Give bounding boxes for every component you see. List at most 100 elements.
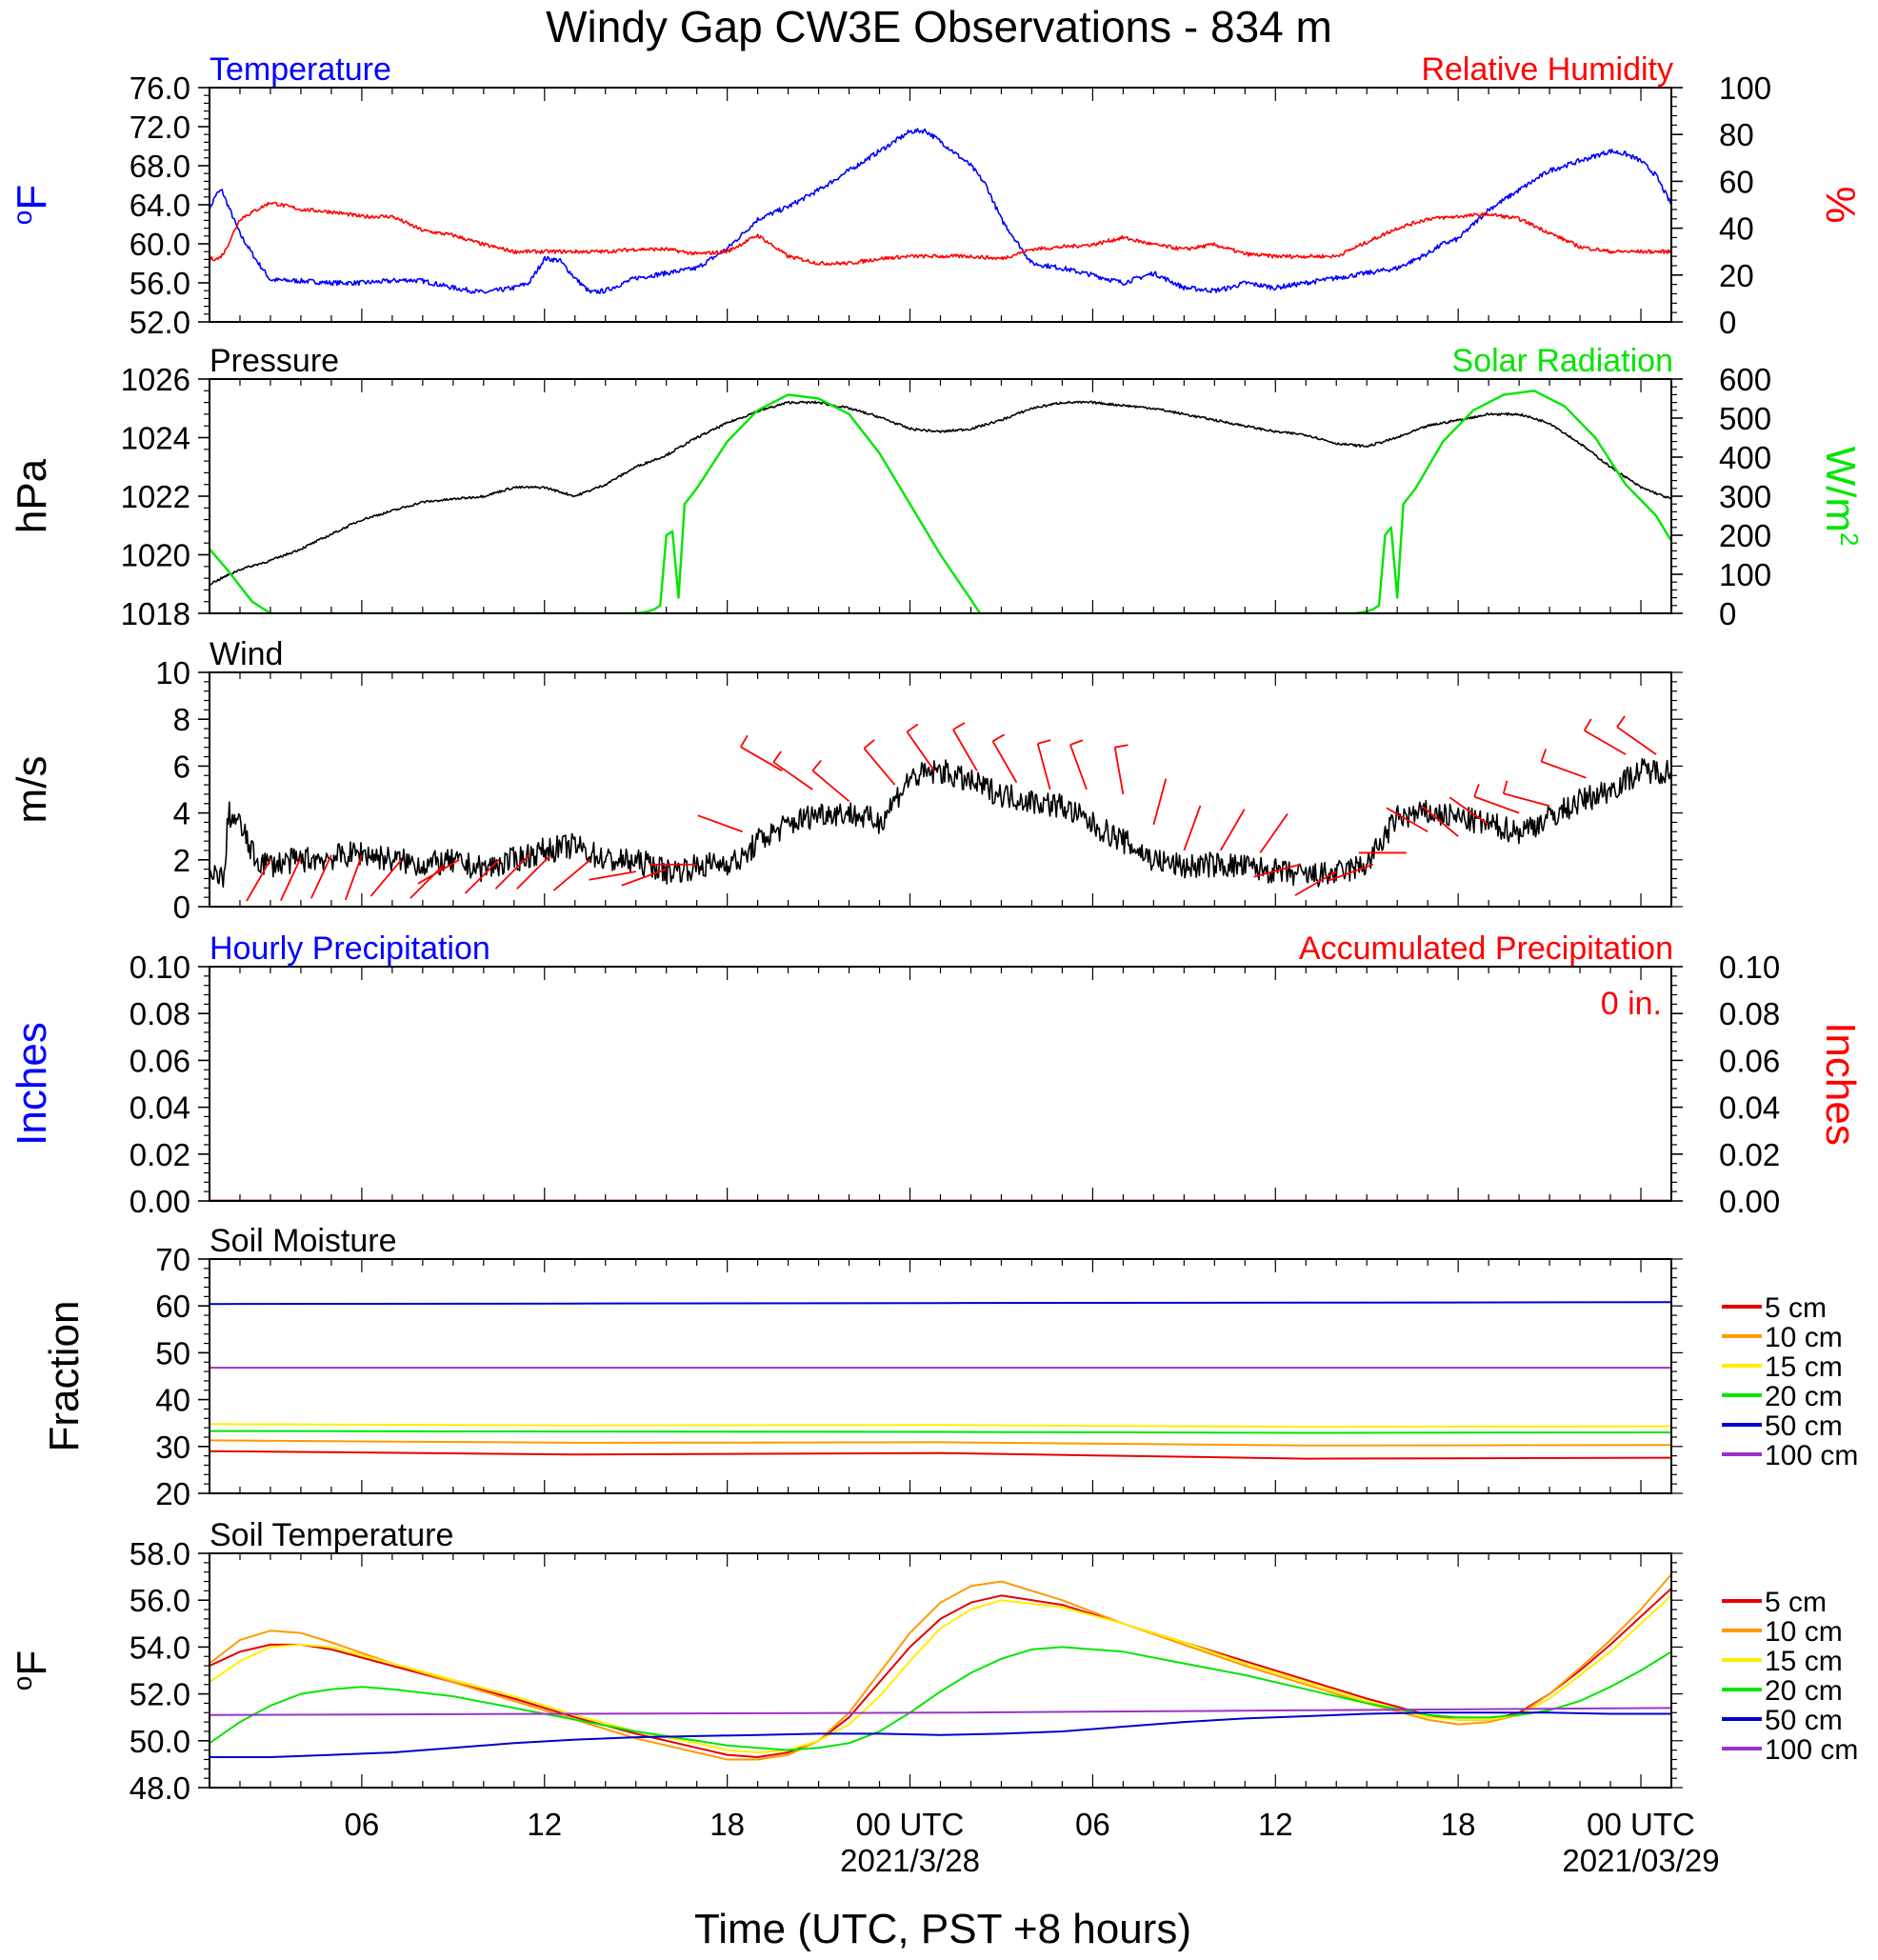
series-pressure bbox=[210, 400, 1671, 586]
wind-barb-shaft bbox=[1113, 747, 1125, 795]
wind-barb-shaft bbox=[1253, 863, 1301, 878]
left-unit-label: hPa bbox=[9, 458, 55, 533]
y2-tick-label: 500 bbox=[1719, 401, 1771, 436]
x-ticks bbox=[209, 88, 1672, 322]
wind-barb-flag bbox=[1114, 744, 1129, 749]
series-group bbox=[210, 757, 1671, 889]
wind-barb-flag bbox=[952, 722, 966, 730]
wind-barb-flag bbox=[1037, 739, 1051, 745]
series-wind-speed bbox=[210, 757, 1671, 889]
legend-label: 20 cm bbox=[1765, 1675, 1843, 1707]
y-tick-label: 50.0 bbox=[130, 1724, 190, 1759]
series-temperature bbox=[210, 128, 1671, 294]
y-tick-label: 0.10 bbox=[130, 950, 190, 985]
wind-barb-shaft bbox=[863, 748, 896, 786]
legend-label: 10 cm bbox=[1765, 1616, 1843, 1648]
y-tick-label: 4 bbox=[173, 796, 190, 831]
x-tick-label: 06 bbox=[1075, 1807, 1110, 1842]
series-50-cm bbox=[210, 1301, 1671, 1306]
series-50-cm bbox=[210, 1711, 1671, 1758]
wind-barb-shaft bbox=[1294, 870, 1337, 896]
x-tick-label: 12 bbox=[1258, 1807, 1293, 1842]
panel-precip: 0.00 0.02 0.04 0.06 0.08 0.10 0.00 0.02 0.04 0.06… bbox=[9, 930, 1864, 1219]
wind-barb-shaft bbox=[906, 730, 935, 771]
y-ticks-left: 48.0 50.0 52.0 54.0 56.0 58.0 bbox=[130, 1536, 210, 1806]
y-tick-label: 72.0 bbox=[130, 110, 190, 145]
series-10-cm bbox=[210, 1439, 1671, 1447]
wind-barb-flag bbox=[1583, 718, 1592, 731]
panel-temp_rh: 52.0 56.0 60.0 64.0 68.0 72.0 76.0 0 20 40 60 80 100… bbox=[8, 51, 1865, 340]
wind-barb-shaft bbox=[1503, 792, 1550, 808]
panel-left-title: Hourly Precipitation bbox=[210, 930, 490, 967]
precip-annotation: 0 in. bbox=[1601, 986, 1662, 1022]
wind-barbs bbox=[246, 715, 1657, 902]
wind-barb-flag bbox=[1616, 715, 1626, 728]
y-ticks-left: 20 30 40 50 60 70 bbox=[155, 1242, 210, 1511]
panel-right-title: Accumulated Precipitation bbox=[1299, 930, 1673, 967]
legend-label: 15 cm bbox=[1765, 1351, 1843, 1383]
y-tick-label: 0.00 bbox=[130, 1184, 190, 1219]
wind-barb-shaft bbox=[279, 856, 302, 902]
y-tick-label: 52.0 bbox=[130, 305, 190, 340]
y-ticks-right bbox=[1671, 1552, 1683, 1789]
y-tick-label: 30 bbox=[155, 1430, 190, 1465]
x-ticks bbox=[209, 1259, 1672, 1493]
wind-barb-shaft bbox=[811, 770, 850, 802]
wind-barb-shaft bbox=[344, 854, 363, 901]
wind-barb-shaft bbox=[516, 854, 551, 890]
y-ticks-right bbox=[1671, 1258, 1683, 1494]
series-20-cm bbox=[210, 1646, 1671, 1751]
y2-tick-label: 40 bbox=[1719, 211, 1754, 247]
left-unit-label: Inches bbox=[9, 1022, 55, 1146]
y2-tick-label: 400 bbox=[1719, 440, 1771, 475]
y-tick-label: 70 bbox=[155, 1242, 190, 1277]
wind-barb-flag bbox=[863, 739, 875, 750]
y-ticks-right: 0 20 40 60 80 100 bbox=[1671, 70, 1771, 340]
y-tick-label: 2 bbox=[173, 843, 190, 878]
y-tick-label: 1024 bbox=[121, 421, 190, 456]
wind-barb-shaft bbox=[1473, 795, 1520, 814]
wind-barb-shaft bbox=[1069, 744, 1088, 790]
y-tick-label: 50 bbox=[155, 1335, 190, 1370]
wind-barb-shaft bbox=[1386, 807, 1428, 833]
wind-barb-shaft bbox=[464, 859, 500, 894]
wind-barb-shaft bbox=[494, 854, 530, 890]
y-ticks-left: 1018 1020 1022 1024 1026 bbox=[121, 362, 210, 631]
degree-symbol: o bbox=[8, 210, 37, 226]
wind-barb-shaft bbox=[417, 859, 460, 885]
wind-barb-shaft bbox=[697, 814, 743, 833]
wind-barb-shaft bbox=[991, 740, 1018, 784]
series-solar-radiation bbox=[210, 390, 1671, 614]
series-15-cm bbox=[210, 1423, 1671, 1429]
wind-barb-shaft bbox=[1616, 726, 1657, 755]
y2-tick-label: 60 bbox=[1719, 164, 1754, 199]
wind-barb-shaft bbox=[1219, 809, 1246, 851]
series-group bbox=[210, 128, 1671, 294]
series-100-cm bbox=[210, 1707, 1671, 1716]
panel-soil_temp: 48.0 50.0 52.0 54.0 56.0 58.0 Soil Temperature… bbox=[8, 1517, 1859, 1806]
wind-barb-shaft bbox=[952, 729, 978, 771]
y-tick-label: 1018 bbox=[121, 596, 190, 631]
left-unit-label: Fraction bbox=[41, 1301, 88, 1452]
left-unit-label: m/s bbox=[9, 756, 55, 824]
wind-barb-flag bbox=[1069, 739, 1084, 746]
x-tick-label: 12 bbox=[527, 1807, 562, 1842]
series-15-cm bbox=[210, 1594, 1671, 1754]
x-ticks bbox=[209, 672, 1672, 907]
panel-frame bbox=[209, 87, 1672, 323]
y2-tick-label: 300 bbox=[1719, 479, 1771, 514]
y-tick-label: 56.0 bbox=[130, 1583, 190, 1618]
y2-tick-label: 0.06 bbox=[1719, 1043, 1780, 1078]
y-tick-label: 20 bbox=[155, 1476, 190, 1511]
wind-barb-shaft bbox=[740, 746, 783, 772]
wind-barb-shaft bbox=[370, 859, 403, 897]
y2-tick-label: 0 bbox=[1719, 596, 1736, 631]
wind-barb-shaft bbox=[1584, 730, 1627, 755]
legend-label: 50 cm bbox=[1765, 1410, 1843, 1442]
y-tick-label: 52.0 bbox=[130, 1677, 190, 1712]
y-tick-label: 1020 bbox=[121, 538, 190, 573]
right-unit-label: % bbox=[1817, 186, 1864, 223]
